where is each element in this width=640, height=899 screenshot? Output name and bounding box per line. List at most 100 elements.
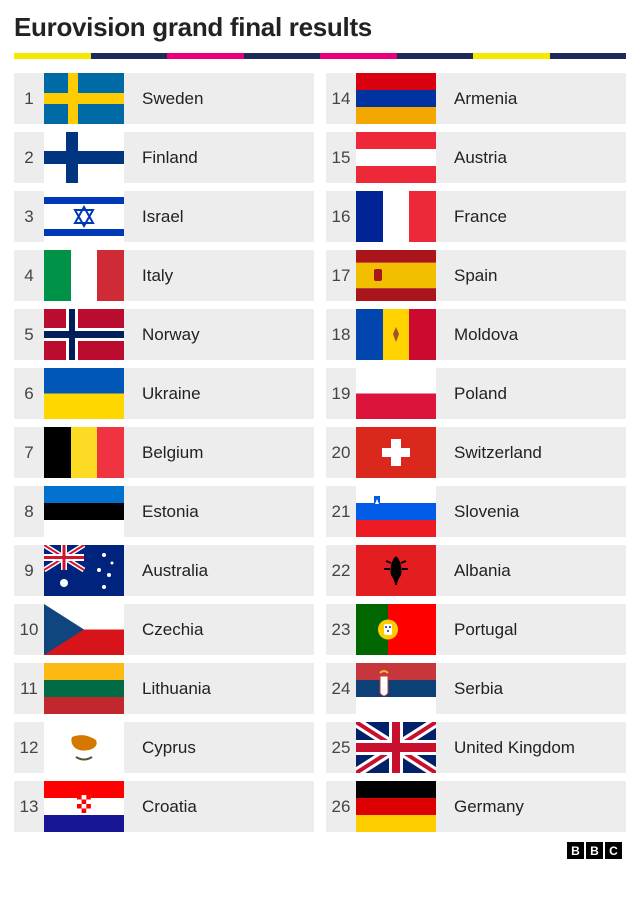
country-name: Norway <box>124 325 200 345</box>
flag-belgium-icon <box>44 427 124 478</box>
country-name: Czechia <box>124 620 203 640</box>
result-row: 26Germany <box>326 781 626 832</box>
country-name: Sweden <box>124 89 203 109</box>
rank-number: 18 <box>326 325 356 345</box>
rank-number: 11 <box>14 679 44 699</box>
flag-poland-icon <box>356 368 436 419</box>
rank-number: 8 <box>14 502 44 522</box>
result-row: 4 Italy <box>14 250 314 301</box>
result-row: 14 Armenia <box>326 73 626 124</box>
page-title: Eurovision grand final results <box>14 12 626 43</box>
rank-number: 19 <box>326 384 356 404</box>
result-row: 12 Cyprus <box>14 722 314 773</box>
rank-number: 1 <box>14 89 44 109</box>
flag-spain-icon <box>356 250 436 301</box>
flag-serbia-icon <box>356 663 436 714</box>
flag-austria-icon <box>356 132 436 183</box>
result-row: 21 Slovenia <box>326 486 626 537</box>
rank-number: 2 <box>14 148 44 168</box>
rank-number: 22 <box>326 561 356 581</box>
country-name: Albania <box>436 561 511 581</box>
rank-number: 12 <box>14 738 44 758</box>
country-name: Lithuania <box>124 679 211 699</box>
country-name: Estonia <box>124 502 199 522</box>
result-row: 25United Kingdom <box>326 722 626 773</box>
country-name: Croatia <box>124 797 197 817</box>
result-row: 24 Serbia <box>326 663 626 714</box>
rank-number: 5 <box>14 325 44 345</box>
flag-sweden-icon <box>44 73 124 124</box>
rank-number: 6 <box>14 384 44 404</box>
bbc-logo-letter: B <box>567 842 584 859</box>
result-row: 8 Estonia <box>14 486 314 537</box>
result-row: 2 Finland <box>14 132 314 183</box>
result-row: 15 Austria <box>326 132 626 183</box>
rank-number: 24 <box>326 679 356 699</box>
bbc-logo-letter: B <box>586 842 603 859</box>
flag-germany-icon <box>356 781 436 832</box>
color-stripe <box>14 53 626 59</box>
result-row: 20 Switzerland <box>326 427 626 478</box>
country-name: Moldova <box>436 325 518 345</box>
country-name: Finland <box>124 148 198 168</box>
rank-number: 14 <box>326 89 356 109</box>
country-name: Armenia <box>436 89 517 109</box>
country-name: Serbia <box>436 679 503 699</box>
result-row: 11 Lithuania <box>14 663 314 714</box>
result-row: 7 Belgium <box>14 427 314 478</box>
rank-number: 20 <box>326 443 356 463</box>
rank-number: 9 <box>14 561 44 581</box>
flag-italy-icon <box>44 250 124 301</box>
rank-number: 17 <box>326 266 356 286</box>
country-name: Cyprus <box>124 738 196 758</box>
rank-number: 3 <box>14 207 44 227</box>
flag-cyprus-icon <box>44 722 124 773</box>
rank-number: 26 <box>326 797 356 817</box>
rank-number: 23 <box>326 620 356 640</box>
flag-france-icon <box>356 191 436 242</box>
flag-switzerland-icon <box>356 427 436 478</box>
country-name: Italy <box>124 266 173 286</box>
country-name: Spain <box>436 266 497 286</box>
result-row: 19 Poland <box>326 368 626 419</box>
result-row: 1 Sweden <box>14 73 314 124</box>
flag-israel-icon <box>44 191 124 242</box>
country-name: France <box>436 207 507 227</box>
country-name: Austria <box>436 148 507 168</box>
result-row: 10 Czechia <box>14 604 314 655</box>
rank-number: 15 <box>326 148 356 168</box>
rank-number: 7 <box>14 443 44 463</box>
bbc-logo: BBC <box>14 842 626 859</box>
country-name: Israel <box>124 207 184 227</box>
flag-australia-icon <box>44 545 124 596</box>
rank-number: 16 <box>326 207 356 227</box>
flag-ukraine-icon <box>44 368 124 419</box>
flag-armenia-icon <box>356 73 436 124</box>
rank-number: 21 <box>326 502 356 522</box>
result-row: 6Ukraine <box>14 368 314 419</box>
result-row: 16 France <box>326 191 626 242</box>
rank-number: 10 <box>14 620 44 640</box>
flag-finland-icon <box>44 132 124 183</box>
flag-estonia-icon <box>44 486 124 537</box>
result-row: 18 Moldova <box>326 309 626 360</box>
rank-number: 4 <box>14 266 44 286</box>
results-columns: 1 Sweden 2 Finland 3 Israel 4 Italy 5 Norway 6Ukra… <box>14 73 626 832</box>
country-name: Slovenia <box>436 502 519 522</box>
flag-lithuania-icon <box>44 663 124 714</box>
rank-number: 25 <box>326 738 356 758</box>
flag-albania-icon <box>356 545 436 596</box>
country-name: Switzerland <box>436 443 542 463</box>
result-row: 3 Israel <box>14 191 314 242</box>
country-name: Belgium <box>124 443 203 463</box>
flag-croatia-icon <box>44 781 124 832</box>
flag-norway-icon <box>44 309 124 360</box>
rank-number: 13 <box>14 797 44 817</box>
country-name: Poland <box>436 384 507 404</box>
flag-uk-icon <box>356 722 436 773</box>
flag-slovenia-icon <box>356 486 436 537</box>
result-row: 23Portugal <box>326 604 626 655</box>
flag-portugal-icon <box>356 604 436 655</box>
result-row: 5 Norway <box>14 309 314 360</box>
flag-moldova-icon <box>356 309 436 360</box>
